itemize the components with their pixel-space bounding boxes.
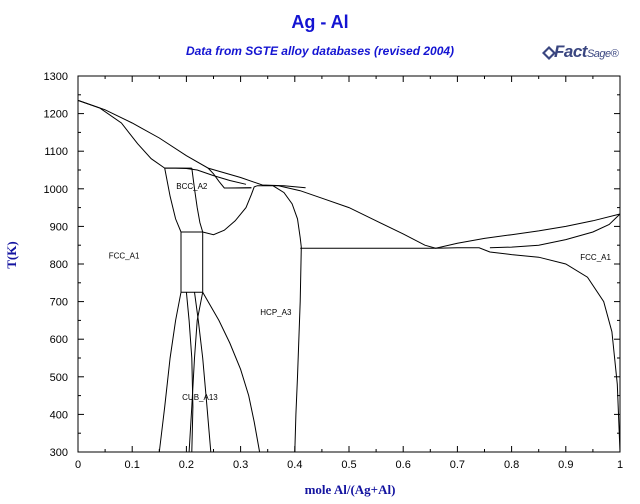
phase-label: BCC_A2 [176,182,208,191]
chart-title: Ag - Al [291,12,349,32]
y-tick-label: 400 [50,409,68,421]
phase-labels: FCC_A1 BCC_A2 HCP_A3 CUB_A13 FCC_A1 [109,182,612,402]
y-tick-label: 500 [50,372,68,384]
boundary-cub-left [158,292,182,453]
x-axis-label: mole Al/(Ag+Al) [304,482,396,497]
boundary-cub-right-inner [194,292,212,453]
boundary-bcc-hcp-left [202,185,258,236]
boundary-liquidus-right [256,185,621,249]
plot-frame [77,75,621,453]
x-tick-label: 0.5 [341,459,356,471]
x-tick-label: 0.2 [179,459,194,471]
logo-brand: Fact [554,42,587,61]
boundary-bcc-solidus-left [164,168,182,233]
boundary-hcp-right [272,185,302,453]
x-tick-label: 0.1 [125,459,140,471]
y-tick-label: 1100 [44,146,68,158]
phase-label: HCP_A3 [260,308,292,317]
logo-wordmark: FactSage® [554,42,619,62]
factsage-logo: FactSage® [540,40,622,70]
x-tick-label: 0.7 [450,459,465,471]
boundary-fcc-right-solidus [489,213,621,249]
y-tick-label: 1000 [44,184,68,196]
phase-label: FCC_A1 [109,251,140,260]
y-tick-label: 700 [50,297,68,309]
y-tick-label: 900 [50,221,68,233]
chart-subtitle: Data from SGTE alloy databases (revised … [185,44,455,58]
logo-sup: Sage [586,48,611,60]
x-tick-label: 0.4 [287,459,302,471]
boundary-fcc-liquidus-left [77,99,306,189]
boundary-cub-right [188,292,204,453]
boundary-bcc-solidus-mid [191,168,204,233]
phase-boundaries [77,99,621,453]
factsage-logo-icon [542,46,556,60]
x-tick-label: 0.3 [233,459,248,471]
x-tick-label: 0.8 [504,459,519,471]
x-tick-label: 0.6 [396,459,411,471]
y-tick-label: 300 [50,447,68,459]
x-tick-label: 0.9 [558,459,573,471]
y-tick-label: 1200 [44,109,68,121]
x-tick-label: 1 [617,459,623,471]
boundary-hcp-left-lower [202,291,261,453]
axes: 0 0.1 0.2 0.3 0.4 0.5 0.6 0.7 0.8 0.9 130040050060… [44,71,624,471]
y-tick-label: 1300 [44,71,68,83]
x-tick-label: 0 [75,459,81,471]
boundary-fcc-solidus-left [77,99,165,169]
phase-label: FCC_A1 [580,253,611,262]
phase-label: CUB_A13 [182,393,218,402]
boundary-fcc-right-solvus [435,247,621,453]
boundary-bcc-hcp-right [207,167,252,189]
boundary-cub-left-inner [185,292,194,453]
y-tick-label: 600 [50,334,68,346]
logo-mark: ® [610,48,619,60]
y-tick-label: 800 [50,259,68,271]
